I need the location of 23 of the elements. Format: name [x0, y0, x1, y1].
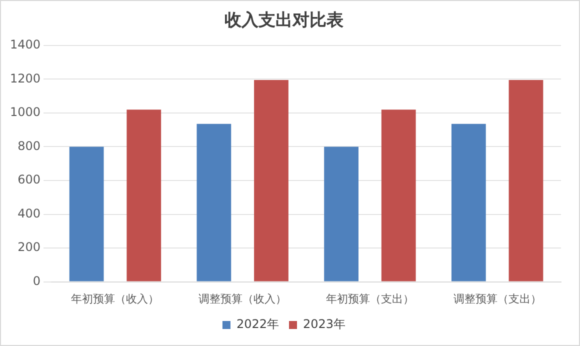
bar — [324, 146, 358, 282]
bar — [254, 80, 288, 282]
y-tick-label: 800 — [18, 138, 41, 153]
bar — [69, 146, 104, 282]
y-tick-label: 400 — [18, 206, 41, 220]
y-tick-label: 1400 — [10, 38, 41, 52]
legend-label: 2022年 — [236, 317, 280, 332]
bar — [451, 124, 486, 282]
x-tick-label: 年初预算（支出） — [326, 292, 414, 306]
x-tick-label: 调整预算（收入） — [198, 292, 287, 306]
y-tick-label: 600 — [18, 172, 41, 187]
y-tick-label: 1200 — [10, 71, 41, 86]
bar — [196, 124, 232, 282]
x-tick-label: 年初预算（收入） — [71, 292, 160, 306]
y-tick-label: 0 — [32, 274, 41, 288]
bar — [508, 80, 544, 282]
x-tick-label: 调整预算（支出） — [453, 292, 542, 306]
bar — [381, 110, 416, 282]
legend-label: 2023年 — [303, 317, 346, 332]
bar — [126, 110, 162, 282]
y-tick-label: 1000 — [10, 105, 41, 120]
chart-title: 收入支出对比表 — [224, 10, 344, 31]
y-tick-label: 200 — [18, 240, 41, 254]
